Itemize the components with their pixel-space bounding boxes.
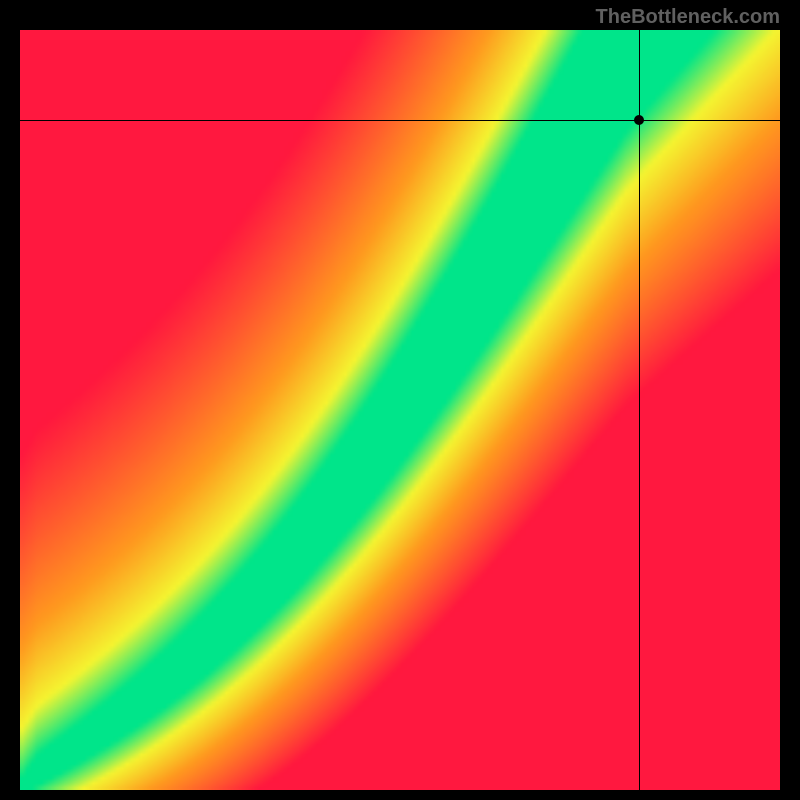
crosshair-vertical bbox=[639, 30, 640, 790]
crosshair-horizontal bbox=[20, 120, 780, 121]
chart-container: TheBottleneck.com bbox=[0, 0, 800, 800]
watermark-text: TheBottleneck.com bbox=[596, 6, 780, 29]
crosshair-marker bbox=[634, 115, 644, 125]
bottleneck-heatmap bbox=[20, 30, 780, 790]
plot-area bbox=[20, 30, 780, 790]
